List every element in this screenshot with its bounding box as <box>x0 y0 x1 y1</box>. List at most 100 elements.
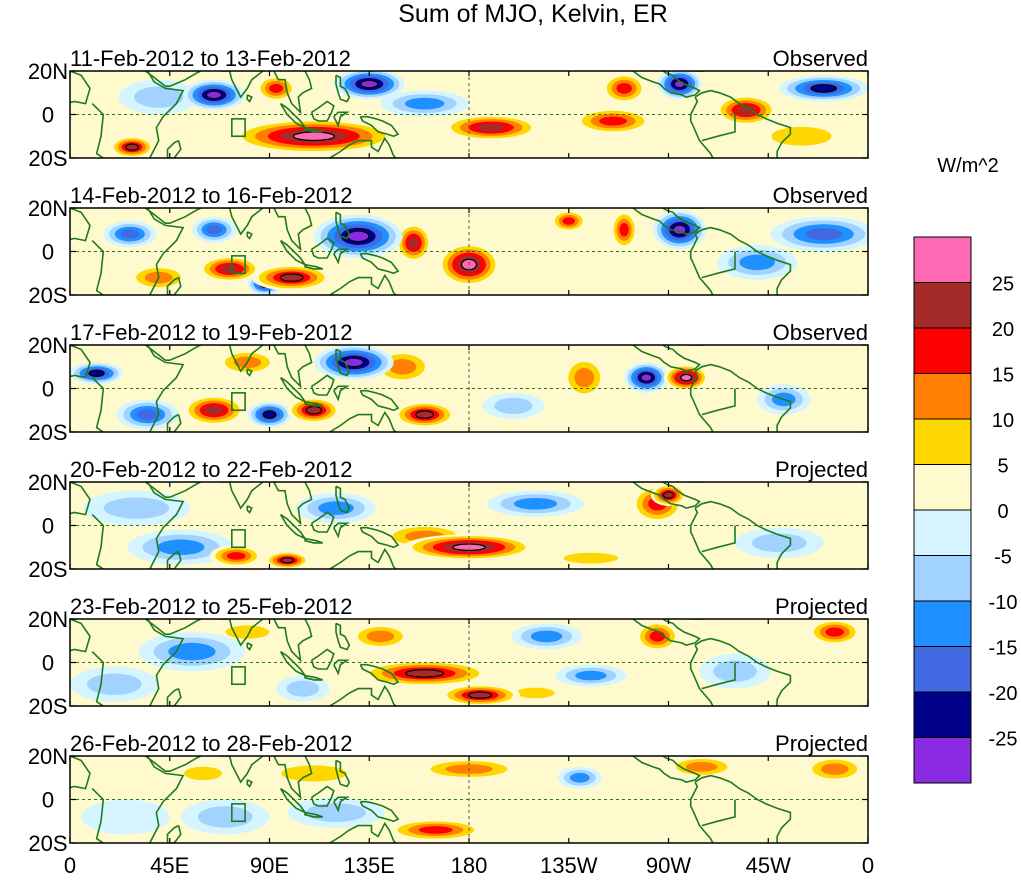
anomaly-cell <box>602 73 647 104</box>
contour-band <box>752 533 807 553</box>
colorbar-swatch <box>913 600 972 647</box>
coastline <box>146 756 185 843</box>
y-tick-label: 20N <box>28 59 68 84</box>
contour-band <box>360 80 378 88</box>
anomaly-cell <box>735 527 824 559</box>
anomaly-cell <box>183 79 246 111</box>
contour-band <box>574 367 595 388</box>
coastline <box>701 114 736 142</box>
contour-band <box>281 765 347 782</box>
reference-box <box>231 118 246 138</box>
colorbar-label: -15 <box>989 638 1018 660</box>
panel-6: 20N 0 20S 26-Feb-2012 to 28-Feb-2012 Project… <box>28 731 869 856</box>
colorbar-swatch <box>913 509 972 556</box>
anomaly-cell <box>666 756 738 778</box>
contour-band <box>120 229 140 239</box>
contour-line <box>279 273 304 282</box>
coastlines <box>70 482 792 569</box>
colorbar-label: 15 <box>992 365 1014 387</box>
coastline <box>632 482 701 509</box>
contour-band <box>562 217 575 225</box>
coastline <box>166 276 182 295</box>
colorbar-label: -5 <box>994 547 1012 569</box>
coastline <box>310 648 335 670</box>
coastline <box>304 674 323 681</box>
contour-band <box>286 680 320 697</box>
coastline <box>310 785 335 807</box>
reference-box <box>231 666 246 686</box>
coastline <box>70 208 91 242</box>
coastline <box>701 662 736 690</box>
x-axis: 0 45E 90E 135E 180 135W 90W 45W 0 <box>64 853 874 878</box>
contour-line <box>280 557 295 564</box>
anomaly-cell <box>393 401 456 428</box>
contour-band <box>306 406 322 414</box>
y-tick-label: 20S <box>28 420 67 445</box>
coastline <box>144 208 202 224</box>
coastline <box>701 251 736 279</box>
colorbar-label: -10 <box>989 592 1018 614</box>
anomaly-cell <box>504 684 567 702</box>
coastline <box>692 536 714 569</box>
coastline <box>146 345 185 432</box>
coastline <box>310 374 335 396</box>
x-tick-label: 135W <box>540 853 598 878</box>
coastline <box>246 94 253 103</box>
anomaly-cell <box>395 223 432 263</box>
coastline <box>694 500 792 569</box>
coastline <box>304 400 323 407</box>
coastline <box>694 89 792 158</box>
contour-band <box>89 370 105 377</box>
panel-date: 11-Feb-2012 to 13-Feb-2012 <box>70 46 351 71</box>
anomaly-cell <box>180 799 270 835</box>
y-tick-label: 20S <box>28 694 67 719</box>
coastline <box>689 96 699 126</box>
y-tick-label: 0 <box>42 240 54 265</box>
coastline <box>91 377 105 432</box>
coastline <box>70 619 91 653</box>
anomaly-cell <box>265 551 310 569</box>
coastline <box>701 525 736 553</box>
anomaly-cell <box>402 534 536 561</box>
coastline <box>701 799 736 827</box>
colorbar-swatch <box>913 373 972 420</box>
coastline <box>91 651 105 706</box>
colorbar-label: 10 <box>992 410 1014 432</box>
coastline <box>273 482 313 526</box>
x-tick-label: 0 <box>64 853 76 878</box>
coastline <box>335 211 351 240</box>
contour-band <box>516 687 555 699</box>
contour-band <box>206 91 222 99</box>
coastline <box>91 788 105 843</box>
contour-line <box>125 143 139 151</box>
contour-band <box>494 397 533 414</box>
anomaly-cell <box>380 90 469 117</box>
colorbar-label: -20 <box>989 683 1018 705</box>
contour-band <box>134 86 184 108</box>
coastline <box>220 71 264 99</box>
y-tick-label: 20S <box>28 146 67 171</box>
colorbar-swatch <box>913 555 972 602</box>
coastline <box>166 687 182 706</box>
contour-band <box>680 374 692 381</box>
anomaly-cell <box>546 549 636 567</box>
anomaly-cell <box>229 118 399 154</box>
coastline <box>166 550 182 569</box>
coastline <box>70 482 91 516</box>
anomaly-cell <box>635 621 680 652</box>
x-tick-label: 135E <box>344 853 395 878</box>
coastline <box>144 71 202 87</box>
colorbar-units: W/m^2 <box>937 155 999 177</box>
coastline <box>146 208 185 295</box>
coastline <box>166 139 182 158</box>
contour-line <box>262 410 277 419</box>
contour-band <box>418 826 453 834</box>
coastline <box>359 115 400 138</box>
colorbar-label: -25 <box>989 729 1018 751</box>
coastline <box>328 273 397 295</box>
panel-type: Observed <box>773 46 868 71</box>
anomaly-cell <box>652 210 707 250</box>
coastline <box>146 482 185 569</box>
anomaly-cell <box>171 762 235 785</box>
coastline <box>333 522 350 539</box>
